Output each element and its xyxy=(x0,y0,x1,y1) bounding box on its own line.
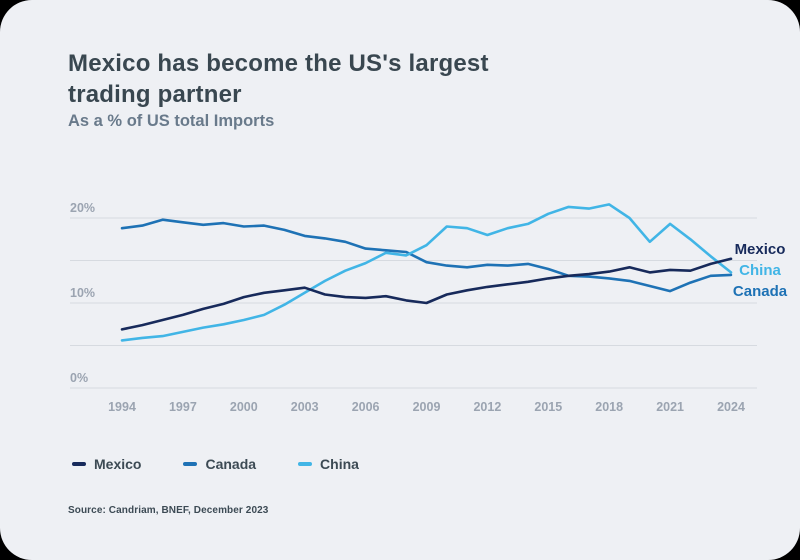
series-end-label-canada: Canada xyxy=(732,283,788,300)
data-series-lines xyxy=(120,203,733,342)
source-note: Source: Candriam, BNEF, December 2023 xyxy=(68,505,269,516)
series-line-mexico xyxy=(120,257,733,331)
series-end-label-china: China xyxy=(739,262,781,279)
series-line-canada xyxy=(120,218,733,293)
x-tick-1997: 1997 xyxy=(169,400,197,414)
chart-title: Mexico has become the US's largest tradin… xyxy=(68,48,489,110)
x-tick-2000: 2000 xyxy=(230,400,258,414)
x-tick-2003: 2003 xyxy=(291,400,319,414)
x-tick-2015: 2015 xyxy=(534,400,562,414)
chart-title-line2: trading partner xyxy=(68,81,242,108)
chart-title-line1: Mexico has become the US's largest xyxy=(68,50,489,77)
y-tick-0: 0% xyxy=(70,371,88,385)
legend-dash-china-icon xyxy=(298,462,313,466)
x-tick-2009: 2009 xyxy=(413,400,441,414)
x-axis-tick-labels: 1994 1997 2000 2003 2006 2009 2012 2015 2018 2021… xyxy=(108,400,745,414)
x-tick-2024: 2024 xyxy=(717,400,745,414)
y-tick-20: 20% xyxy=(70,201,95,215)
legend-dash-canada-icon xyxy=(183,462,198,466)
legend-dash-mexico-icon xyxy=(72,462,86,466)
legend-item-mexico: Mexico xyxy=(72,456,141,472)
legend-item-canada: Canada xyxy=(183,456,256,472)
x-tick-1994: 1994 xyxy=(108,400,136,414)
x-tick-2012: 2012 xyxy=(473,400,501,414)
legend-label-mexico: Mexico xyxy=(94,456,142,472)
x-tick-2018: 2018 xyxy=(595,400,623,414)
legend-item-china: China xyxy=(298,456,359,472)
x-tick-2006: 2006 xyxy=(352,400,380,414)
chart-subtitle: As a % of US total Imports xyxy=(68,112,275,130)
series-line-china xyxy=(120,203,733,342)
legend-label-china: China xyxy=(320,456,359,472)
y-tick-10: 10% xyxy=(70,286,95,300)
series-end-labels: Mexico China Canada xyxy=(724,239,796,302)
legend: Mexico Canada China xyxy=(72,456,359,472)
legend-label-canada: Canada xyxy=(205,456,257,472)
y-axis-tick-labels: 0% 10% 20% xyxy=(70,201,95,385)
series-end-label-mexico: Mexico xyxy=(734,241,786,258)
x-tick-2021: 2021 xyxy=(656,400,684,414)
gridlines xyxy=(70,217,757,389)
